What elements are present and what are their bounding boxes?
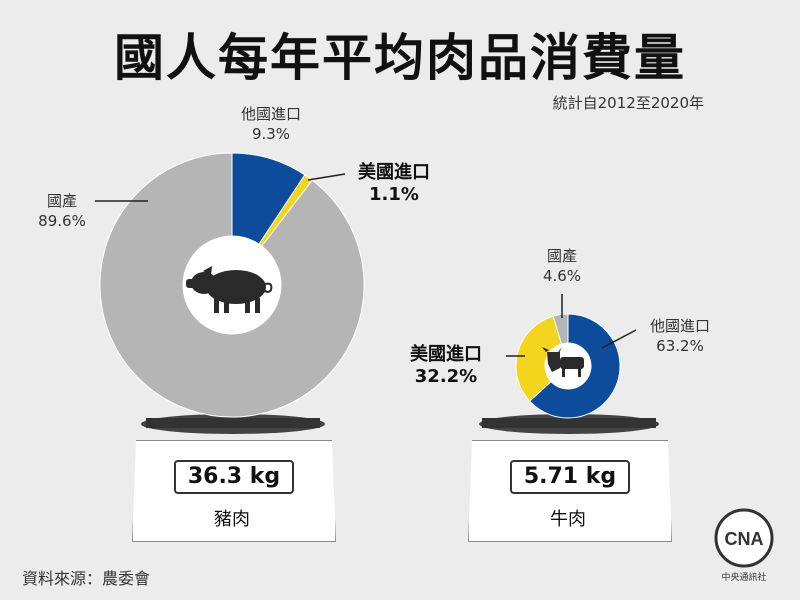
cna-logo-text: 中央通訊社	[721, 573, 767, 583]
pork-us-label: 美國進口 1.1%	[346, 162, 442, 206]
page-title: 國人每年平均肉品消費量	[114, 29, 686, 87]
pork-scale-label: 豬肉	[214, 509, 250, 530]
pork-slice-2	[99, 152, 365, 418]
beef-other-value: 63.2%	[656, 337, 704, 355]
cna-logo-mark: CNA	[725, 529, 764, 549]
subtitle: 統計自2012至2020年	[552, 94, 704, 112]
beef-us-label: 美國進口 32.2%	[392, 344, 500, 388]
pork-scale	[141, 414, 325, 434]
pork-other-name: 他國進口	[240, 105, 301, 123]
pig-icon	[186, 266, 273, 313]
pork-domestic-name: 國產	[46, 192, 77, 210]
beef-other-leader	[601, 329, 637, 349]
beef-domestic-name: 國產	[546, 247, 577, 265]
pork-us-leader	[307, 173, 346, 181]
pork-domestic-value: 89.6%	[38, 212, 86, 230]
beef-scale-plate-rim	[482, 418, 656, 428]
pork-domestic-label: 國產 89.6%	[30, 191, 94, 231]
pork-weight: 36.3 kg	[174, 460, 294, 494]
beef-domestic-value: 4.6%	[542, 267, 582, 285]
beef-weight: 5.71 kg	[510, 460, 630, 494]
cna-logo: CNA	[714, 508, 774, 568]
pork-scale-plate-rim	[146, 418, 320, 428]
beef-other-label: 他國進口 63.2%	[632, 316, 728, 356]
pork-us-value: 1.1%	[369, 184, 419, 205]
pork-other-value: 9.3%	[251, 125, 291, 143]
source-note: 資料來源：農委會	[22, 569, 151, 588]
beef-other-name: 他國進口	[649, 317, 710, 335]
beef-us-name: 美國進口	[410, 344, 482, 365]
beef-domestic-label: 國產 4.6%	[530, 246, 594, 286]
pork-donut	[99, 152, 365, 418]
cow-icon	[542, 347, 584, 377]
pork-us-name: 美國進口	[358, 162, 430, 183]
pork-other-label: 他國進口 9.3%	[228, 104, 314, 144]
beef-us-value: 32.2%	[414, 366, 478, 387]
beef-slice-1	[515, 315, 563, 402]
beef-scale-label: 牛肉	[550, 509, 586, 530]
beef-scale	[479, 414, 659, 434]
